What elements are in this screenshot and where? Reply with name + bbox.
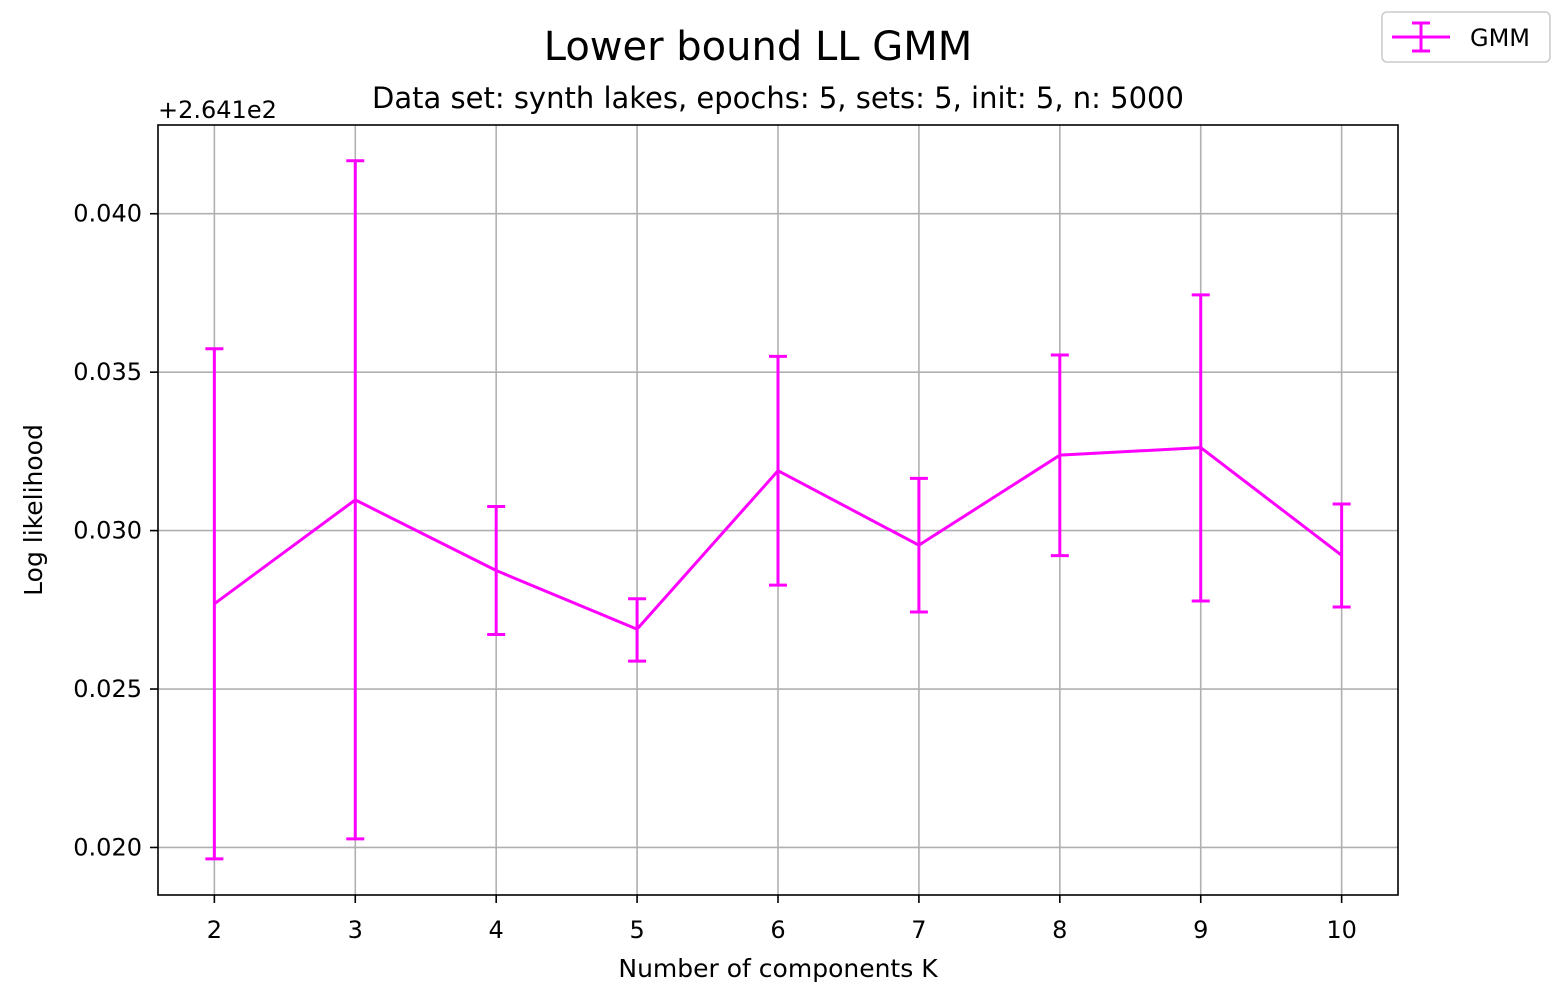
y-offset-label: +2.641e2: [158, 96, 277, 124]
x-tick-label: 9: [1193, 916, 1208, 944]
x-tick-label: 2: [207, 916, 222, 944]
y-tick-label: 0.030: [73, 517, 142, 545]
y-tick-label: 0.020: [73, 833, 142, 861]
legend-label-gmm: GMM: [1470, 24, 1530, 52]
x-tick-label: 7: [911, 916, 926, 944]
x-tick-label: 8: [1052, 916, 1067, 944]
x-tick-label: 10: [1326, 916, 1357, 944]
chart-title: Lower bound LL GMM: [544, 24, 973, 70]
x-tick-label: 5: [629, 916, 644, 944]
x-tick-label: 6: [770, 916, 785, 944]
y-axis-label: Log likelihood: [19, 424, 48, 596]
legend-errorbar-icon: [1392, 21, 1450, 53]
series-layer: [205, 159, 1351, 861]
x-tick-label: 4: [489, 916, 504, 944]
chart-subtitle: Data set: synth lakes, epochs: 5, sets: …: [372, 81, 1184, 115]
series-line-gmm: [213, 446, 1343, 631]
y-tick-label: 0.035: [73, 358, 142, 386]
x-axis-label: Number of components K: [618, 954, 938, 983]
x-tick-label: 3: [348, 916, 363, 944]
legend: GMM: [1381, 11, 1551, 63]
y-tick-label: 0.025: [73, 675, 142, 703]
y-tick-label: 0.040: [73, 200, 142, 228]
ticks: 2 3 4 5 6 7 8 9 10 0.020 0.025 0.030 0.035 0.040: [73, 200, 1357, 944]
